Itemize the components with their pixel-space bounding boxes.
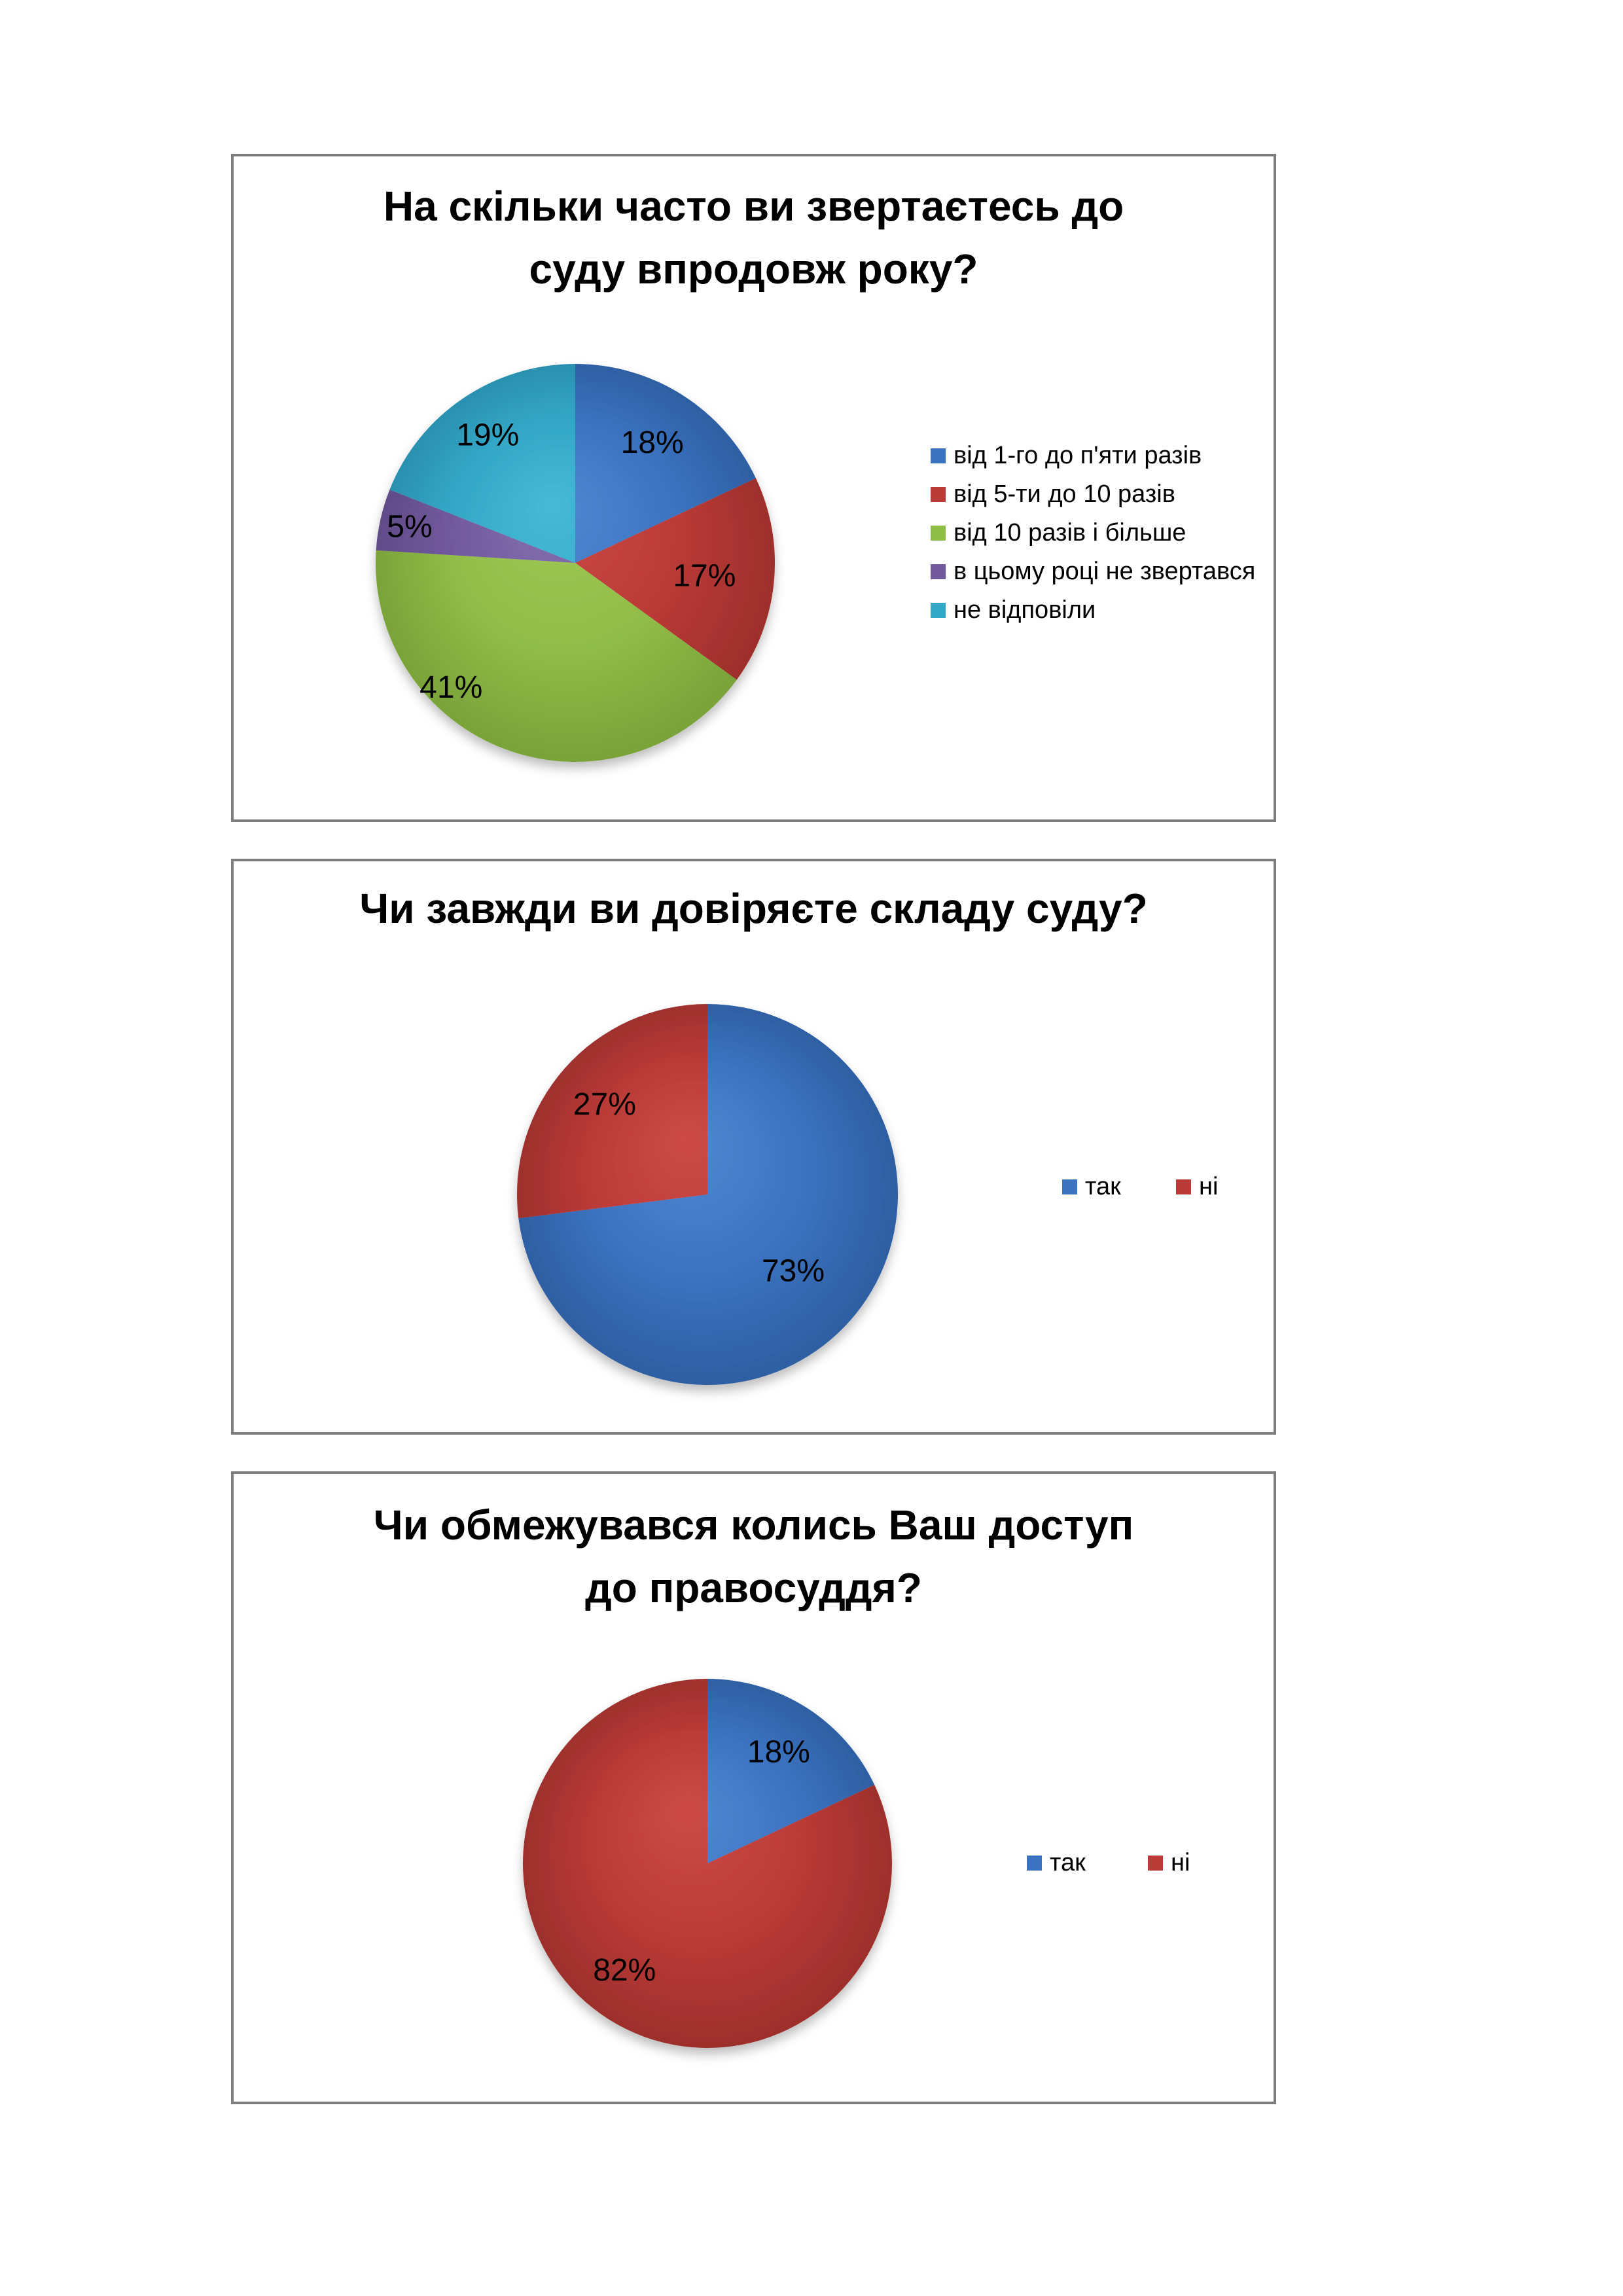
legend-label: ні [1171, 1849, 1190, 1876]
legend-label: ні [1199, 1173, 1219, 1200]
pie-percent-label: 17% [673, 558, 736, 593]
legend-item-no: ні [1176, 1172, 1218, 1201]
legend-item: не відповіли [931, 596, 1255, 624]
pie-percent-label: 73% [762, 1253, 825, 1288]
pie-slice-blue [707, 1679, 875, 1863]
chart1-legend: від 1-го до п'яти разів від 5-ти до 10 р… [931, 441, 1255, 624]
pie-percent-label: 82% [593, 1953, 656, 1988]
legend-label: від 10 разів і більше [954, 519, 1186, 547]
chart-frame-court-frequency: 18% 17% 41% 5% 19% На скільки часто ви зверт… [231, 154, 1276, 822]
pie-slice-cyan [389, 364, 575, 563]
pie-slice-blue [575, 364, 756, 563]
pie-slice-red [523, 1679, 893, 2048]
legend-swatch [931, 564, 946, 579]
chart-title-line: до правосуддя? [585, 1564, 922, 1611]
pie-slice-red [517, 1004, 707, 1219]
legend-label: від 1-го до п'яти разів [954, 442, 1202, 469]
legend-item-yes: так [1027, 1848, 1086, 1877]
pie-chart-justice-access: 18% 82% [523, 1679, 893, 2048]
pie-slice-green [376, 550, 737, 762]
legend-swatch [1148, 1855, 1163, 1871]
chart-title-line: Чи завжди ви довіряєте складу суду? [359, 885, 1148, 932]
pie-slice-purple [376, 490, 575, 563]
legend-label: від 5-ти до 10 разів [954, 480, 1175, 508]
pie-percent-label: 18% [621, 425, 684, 460]
chart-frame-court-trust: 73% 27% Чи завжди ви довіряєте складу суд… [231, 859, 1276, 1435]
pie-percent-label: 18% [747, 1734, 810, 1769]
pie-slice-red [575, 478, 775, 680]
legend-item-yes: так [1062, 1172, 1121, 1201]
legend-swatch [931, 602, 946, 618]
legend-item: від 10 разів і більше [931, 518, 1255, 547]
pie-chart-court-frequency: 18% 17% 41% 5% 19% [376, 364, 775, 762]
pie-percent-label: 41% [419, 670, 482, 705]
legend-swatch [1062, 1179, 1077, 1194]
pie-chart-court-trust: 73% 27% [517, 1004, 898, 1385]
legend-item: від 1-го до п'яти разів [931, 441, 1255, 470]
chart-title-line: суду впродовж року? [529, 245, 978, 293]
legend-item: в цьому році не звертався [931, 557, 1255, 586]
legend-label: так [1050, 1849, 1086, 1876]
legend-swatch [931, 525, 946, 541]
legend-label: так [1085, 1173, 1121, 1200]
chart-title: Чи завжди ви довіряєте складу суду? [234, 877, 1274, 940]
chart-title: На скільки часто ви звертаєтесь до суду … [234, 175, 1274, 300]
chart-title-line: На скільки часто ви звертаєтесь до [383, 183, 1124, 230]
legend-item: від 5-ти до 10 разів [931, 480, 1255, 509]
legend-swatch [931, 486, 946, 502]
pie-slice-blue [518, 1004, 898, 1385]
legend-item-no: ні [1148, 1848, 1190, 1877]
chart-title-line: Чи обмежувався колись Ваш доступ [373, 1501, 1134, 1549]
legend-swatch [1027, 1855, 1042, 1871]
chart-title: Чи обмежувався колись Ваш доступ до прав… [234, 1494, 1274, 1619]
chart-frame-justice-access: 18% 82% Чи обмежувався колись Ваш доступ … [231, 1471, 1276, 2104]
legend-label: не відповіли [954, 596, 1096, 624]
legend-label: в цьому році не звертався [954, 558, 1256, 585]
pie-percent-label: 5% [387, 509, 432, 544]
legend-swatch [931, 448, 946, 463]
pie-percent-label: 19% [456, 418, 519, 453]
legend-swatch [1176, 1179, 1191, 1194]
pie-percent-label: 27% [573, 1087, 636, 1122]
